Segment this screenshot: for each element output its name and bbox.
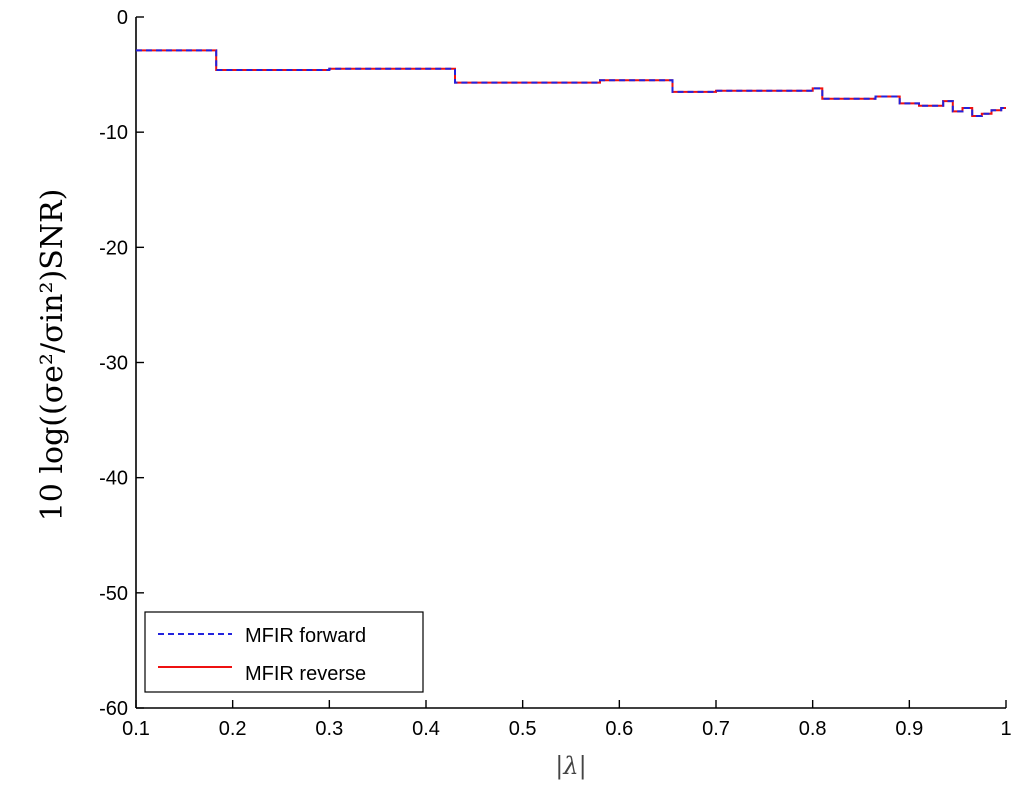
x-tick-label: 0.4: [412, 718, 440, 740]
series-line-mfir-forward: [136, 49, 1006, 117]
series-layer: [136, 49, 1006, 117]
y-tick-label: -40: [99, 468, 128, 490]
legend: MFIR forward MFIR reverse: [144, 611, 424, 693]
y-axis-label: 10 log((σe²/σin²)SNR): [35, 189, 70, 522]
x-tick-label: 0.8: [799, 718, 827, 740]
x-tick-label: 0.7: [702, 718, 730, 740]
axes: [135, 17, 1006, 709]
y-tick-label: -10: [99, 122, 128, 144]
x-tick-label: 0.1: [122, 718, 150, 740]
x-tick-label: 0.2: [219, 718, 247, 740]
y-tick-label: 0: [117, 7, 128, 29]
x-tick-label: 0.3: [315, 718, 343, 740]
y-tick-label: -50: [99, 583, 128, 605]
x-ticks: 0.1 0.2 0.3 0.4 0.5 0.6 0.7 0.8 0.9 1: [122, 700, 1012, 740]
y-tick-label: -20: [99, 237, 128, 259]
x-tick-label: 0.6: [605, 718, 633, 740]
y-tick-label: -60: [99, 698, 128, 720]
x-tick-label: 1: [1000, 718, 1011, 740]
y-ticks: 0 -10 -20 -30 -40 -50 -60: [99, 7, 144, 720]
x-tick-label: 0.5: [509, 718, 537, 740]
x-tick-label: 0.9: [895, 718, 923, 740]
legend-label-mfir-forward: MFIR forward: [245, 625, 366, 647]
y-tick-label: -30: [99, 353, 128, 375]
series-line-mfir-reverse: [136, 49, 1006, 117]
x-axis-label: |λ|: [555, 752, 586, 781]
legend-box: [144, 611, 424, 693]
y-axis-label-text: 10 log((σe²/σin²)SNR): [35, 189, 70, 522]
legend-label-mfir-reverse: MFIR reverse: [245, 663, 366, 685]
